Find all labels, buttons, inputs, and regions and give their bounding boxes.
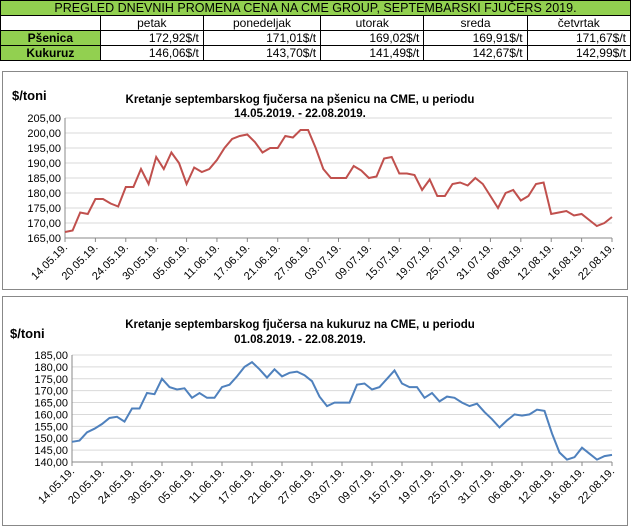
- cell: 141,49$/t: [320, 45, 425, 61]
- y-tick-label: 140,00: [34, 457, 68, 469]
- y-tick-label: 170,00: [27, 218, 61, 230]
- cell: 169,91$/t: [423, 30, 528, 46]
- row-label: Pšenica: [0, 30, 101, 46]
- chart-subtitle: 14.05.2019. - 22.08.2019.: [234, 108, 366, 120]
- y-tick-label: 155,00: [34, 421, 68, 433]
- cell: 142,67$/t: [423, 45, 528, 61]
- y-tick-label: 170,00: [34, 386, 68, 398]
- cell: 169,02$/t: [320, 30, 425, 46]
- column-header: petak: [99, 15, 204, 31]
- column-header: četvrtak: [526, 15, 631, 31]
- y-tick-label: 150,00: [34, 433, 68, 445]
- cell: 142,99$/t: [526, 45, 631, 61]
- column-header: sreda: [423, 15, 528, 31]
- chart-frame: [2, 71, 628, 290]
- y-tick-label: 190,00: [27, 158, 61, 170]
- row-label: Kukuruz: [0, 45, 101, 61]
- y-tick-label: 165,00: [34, 398, 68, 410]
- cell: 143,70$/t: [202, 45, 322, 61]
- y-tick-label: 165,00: [27, 233, 61, 245]
- y-tick-label: 195,00: [27, 143, 61, 155]
- chart-title: Kretanje septembarskog fjučersa na pšeni…: [126, 94, 475, 106]
- y-tick-label: 175,00: [27, 203, 61, 215]
- cell: 146,06$/t: [99, 45, 204, 61]
- chart-frame: [2, 296, 628, 526]
- y-tick-label: 185,00: [27, 173, 61, 185]
- price-line: [71, 360, 613, 461]
- cell: 171,01$/t: [202, 30, 322, 46]
- y-tick-label: 145,00: [34, 445, 68, 457]
- header-row: petak ponedeljak utorak sreda četvrtak: [0, 15, 631, 31]
- chart-subtitle: 01.08.2019. - 22.08.2019.: [234, 334, 366, 346]
- y-tick-label: 200,00: [27, 128, 61, 140]
- row: Kukuruz 146,06$/t 143,70$/t 141,49$/t 142,67…: [0, 45, 631, 61]
- table-title: PREGLED DNEVNIH PROMENA CENA NA CME GROU…: [0, 0, 631, 16]
- chart-title: Kretanje septembarskog fjučersa na kukur…: [125, 319, 475, 331]
- y-axis-label: $/toni: [10, 326, 45, 341]
- row: Pšenica 172,92$/t 171,01$/t 169,02$/t 169,91…: [0, 30, 631, 46]
- y-tick-label: 160,00: [34, 409, 68, 421]
- price-line: [64, 129, 613, 233]
- y-axis-label: $/toni: [12, 88, 47, 103]
- y-tick-label: 185,00: [34, 350, 68, 362]
- y-tick-label: 175,00: [34, 374, 68, 386]
- price-table: PREGLED DNEVNIH PROMENA CENA NA CME GROU…: [0, 0, 631, 61]
- y-tick-label: 180,00: [27, 188, 61, 200]
- y-tick-label: 180,00: [34, 362, 68, 374]
- y-tick-label: 205,00: [27, 113, 61, 125]
